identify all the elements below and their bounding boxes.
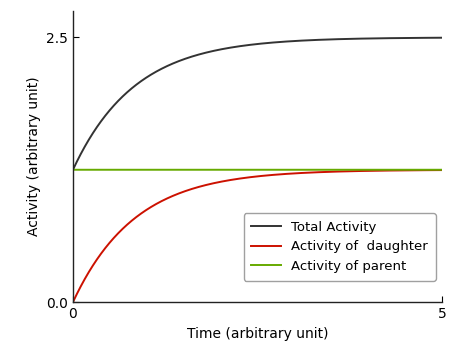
Total Activity [249,42,255,47]
Activity of parent [428,167,433,172]
Total Activity [428,36,433,40]
Activity of parent [249,167,255,172]
Activity of parent [439,167,444,172]
Line: Total Activity: Total Activity [73,38,441,170]
X-axis label: Time (arbitrary unit): Time (arbitrary unit) [187,327,328,341]
Y-axis label: Activity (arbitrary unit): Activity (arbitrary unit) [26,77,40,236]
Activity of parent [70,167,76,172]
Activity of  daughter [239,176,245,180]
Total Activity [89,132,94,137]
Total Activity [360,36,366,41]
Line: Activity of  daughter: Activity of daughter [73,170,441,302]
Total Activity [439,36,444,40]
Activity of  daughter [439,168,444,172]
Activity of parent [239,167,245,172]
Activity of  daughter [249,175,255,179]
Activity of parent [360,167,366,172]
Activity of parent [89,167,94,172]
Activity of  daughter [70,300,76,304]
Legend: Total Activity, Activity of  daughter, Activity of parent: Total Activity, Activity of daughter, Ac… [243,213,435,281]
Activity of  daughter [428,168,433,172]
Total Activity [239,44,245,48]
Activity of  daughter [360,169,366,173]
Total Activity [428,36,433,40]
Activity of  daughter [428,168,433,172]
Activity of parent [428,167,433,172]
Activity of  daughter [89,265,94,269]
Total Activity [70,167,76,172]
